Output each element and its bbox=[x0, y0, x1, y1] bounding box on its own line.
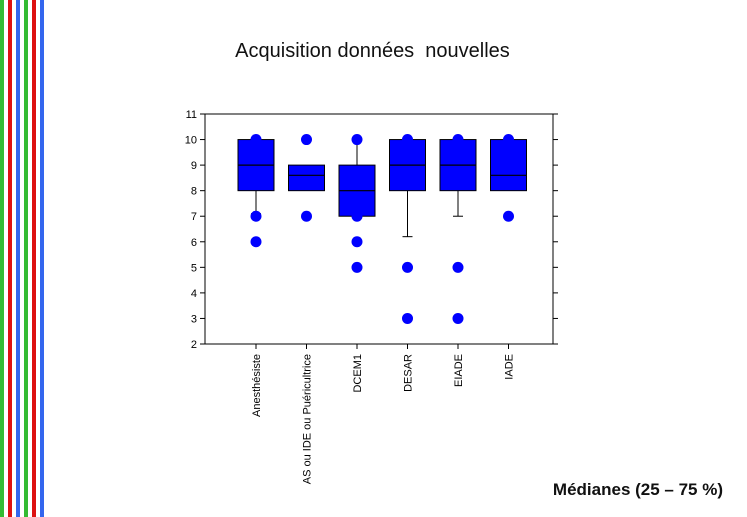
outlier-point bbox=[250, 134, 262, 146]
x-tick-label: DESAR bbox=[403, 354, 415, 392]
outlier-point bbox=[301, 134, 312, 146]
y-tick-label: 8 bbox=[191, 186, 197, 198]
outlier-point bbox=[351, 236, 363, 248]
outlier-point bbox=[351, 134, 363, 146]
stripe-blue-1 bbox=[16, 0, 20, 517]
slide-title: Acquisition données nouvelles bbox=[235, 40, 510, 62]
x-tick-label: IADE bbox=[504, 354, 516, 380]
outlier-point bbox=[452, 134, 464, 146]
outlier-point bbox=[250, 210, 262, 222]
x-tick-label: AS ou IDE ou Puéricultrice bbox=[302, 354, 314, 484]
y-tick-label: 11 bbox=[186, 109, 197, 121]
y-tick-label: 6 bbox=[191, 237, 197, 249]
stripe-red-1 bbox=[8, 0, 12, 517]
outlier-point bbox=[452, 261, 464, 273]
stripe-red-2 bbox=[32, 0, 36, 517]
outlier-point bbox=[301, 210, 312, 222]
x-tick-label: Anesthésiste bbox=[251, 354, 263, 417]
x-tick-label: EIADE bbox=[453, 354, 465, 387]
y-tick-label: 2 bbox=[191, 339, 197, 351]
outlier-point bbox=[503, 210, 514, 222]
outlier-point bbox=[402, 134, 413, 146]
outlier-point bbox=[503, 134, 514, 146]
plot-frame bbox=[204, 113, 554, 345]
stripe-blue-2 bbox=[40, 0, 44, 517]
y-tick-label: 9 bbox=[191, 160, 197, 172]
outlier-point bbox=[452, 312, 464, 324]
outlier-point bbox=[402, 312, 413, 324]
x-tick-label: DCEM1 bbox=[352, 354, 364, 393]
y-tick-label: 7 bbox=[191, 211, 197, 223]
stripe-green-1 bbox=[0, 0, 4, 517]
y-tick-label: 5 bbox=[191, 262, 197, 274]
box bbox=[288, 164, 325, 192]
outlier-point bbox=[351, 261, 363, 273]
outlier-point bbox=[351, 210, 363, 222]
outlier-point bbox=[250, 236, 262, 248]
footnote: Médianes (25 – 75 %) bbox=[552, 480, 723, 499]
y-tick-label: 4 bbox=[191, 288, 197, 300]
y-tick-label: 10 bbox=[185, 135, 197, 147]
y-tick-label: 3 bbox=[191, 313, 197, 325]
stripe-green-2 bbox=[24, 0, 28, 517]
outlier-point bbox=[402, 261, 413, 273]
box bbox=[490, 139, 527, 192]
